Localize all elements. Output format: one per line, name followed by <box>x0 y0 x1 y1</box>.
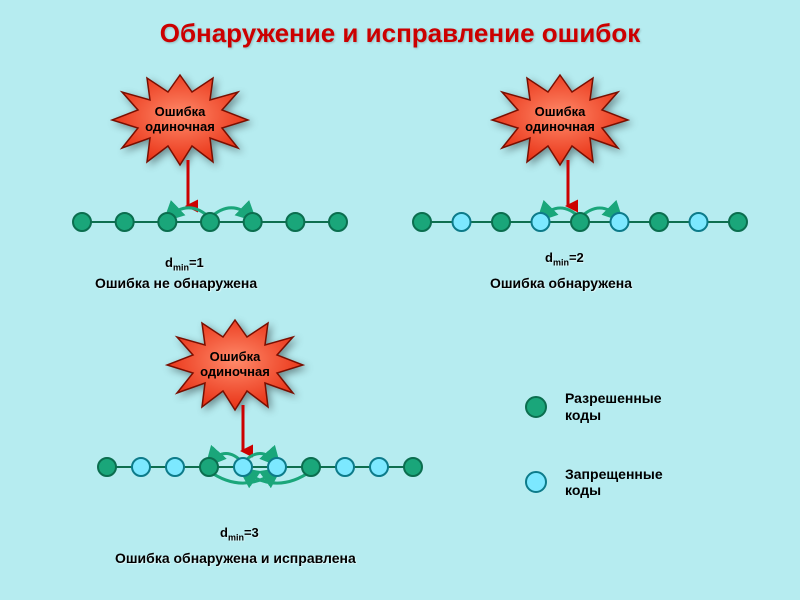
burst-label-3: Ошибка одиночная <box>165 315 305 415</box>
legend-forbidden: Запрещенные коды <box>525 466 685 500</box>
error-burst-2: Ошибка одиночная <box>490 70 630 170</box>
legend-allowed: Разрешенные коды <box>525 390 685 424</box>
slide-title: Обнаружение и исправление ошибок <box>160 18 641 49</box>
panel-dmin3: Ошибка одиночная dmin=3 Ошибка обнаружен… <box>95 315 455 575</box>
dmin-label-1: dmin=1 <box>165 255 204 273</box>
burst-line1-2: Ошибка <box>535 105 586 120</box>
burst-line1-1: Ошибка <box>155 105 206 120</box>
codeline-2 <box>410 200 750 240</box>
burst-label-1: Ошибка одиночная <box>110 70 250 170</box>
burst-line2-2: одиночная <box>525 120 595 135</box>
burst-line2-1: одиночная <box>145 120 215 135</box>
result-2: Ошибка обнаружена <box>490 275 632 291</box>
dmin-label-3: dmin=3 <box>220 525 259 543</box>
panel-dmin1: Ошибка одиночная dmin=1 Ошибка не обнару… <box>70 70 390 290</box>
legend-allowed-circle <box>525 396 547 418</box>
burst-label-2: Ошибка одиночная <box>490 70 630 170</box>
burst-line2-3: одиночная <box>200 365 270 380</box>
legend: Разрешенные коды Запрещенные коды <box>525 390 685 541</box>
dmin-label-2: dmin=2 <box>545 250 584 268</box>
error-burst-3: Ошибка одиночная <box>165 315 305 415</box>
result-1: Ошибка не обнаружена <box>95 275 257 291</box>
legend-forbidden-label: Запрещенные коды <box>565 466 685 500</box>
codeline-3 <box>95 445 425 515</box>
result-3: Ошибка обнаружена и исправлена <box>115 550 356 566</box>
codeline-1 <box>70 200 350 240</box>
error-burst-1: Ошибка одиночная <box>110 70 250 170</box>
burst-line1-3: Ошибка <box>210 350 261 365</box>
legend-forbidden-circle <box>525 471 547 493</box>
panel-dmin2: Ошибка одиночная dmin=2 Ошибка обнаружен… <box>410 70 770 290</box>
legend-allowed-label: Разрешенные коды <box>565 390 685 424</box>
